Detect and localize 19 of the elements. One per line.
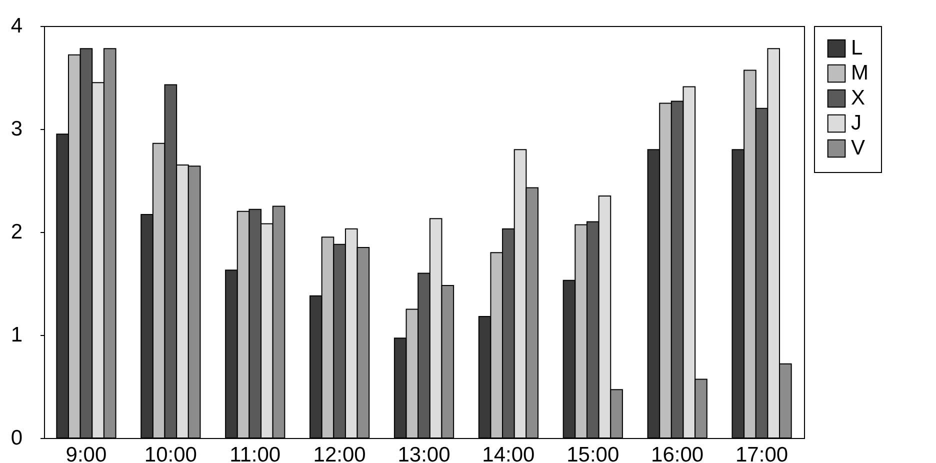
y-tick-label: 2 [10, 220, 22, 244]
x-tick-label: 13:00 [398, 444, 450, 463]
legend-label: V [851, 136, 866, 160]
x-tick-label: 15:00 [566, 444, 620, 463]
legend-label: X [851, 86, 866, 110]
x-tick-label: 9:00 [66, 444, 107, 463]
legend-label: M [851, 62, 868, 84]
legend-label: J [851, 112, 862, 134]
x-tick-label: 17:00 [735, 444, 788, 463]
x-tick-label: 10:00 [144, 444, 197, 463]
x-tick-label: 11:00 [230, 444, 281, 463]
x-tick-label: 14:00 [482, 444, 535, 463]
y-tick-label: 1 [10, 324, 22, 346]
x-tick-label: 12:00 [313, 444, 366, 463]
x-tick-label: 16:00 [651, 444, 704, 463]
legend-label: L [851, 36, 863, 60]
y-tick-label: 3 [10, 118, 22, 140]
y-tick-label: 4 [10, 14, 23, 38]
y-tick-label: 0 [10, 426, 22, 450]
